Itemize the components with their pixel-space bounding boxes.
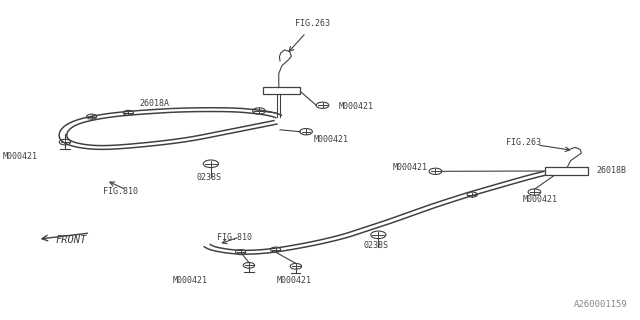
Text: FRONT: FRONT [56,235,87,245]
Text: 0238S: 0238S [196,173,221,182]
Bar [545,167,588,175]
Text: M000421: M000421 [277,276,312,284]
Text: 26018A: 26018A [139,99,169,108]
Text: FIG.810: FIG.810 [217,233,252,242]
Text: FIG.263: FIG.263 [295,19,330,28]
Text: M000421: M000421 [3,152,38,161]
Text: 26018B: 26018B [596,165,626,175]
Text: M000421: M000421 [172,276,207,284]
Text: M000421: M000421 [393,163,428,172]
Text: FIG.263: FIG.263 [506,138,541,147]
Text: M000421: M000421 [523,196,558,204]
Text: 0238S: 0238S [364,241,388,250]
Text: M000421: M000421 [314,135,349,144]
Text: M000421: M000421 [339,102,374,111]
Text: FIG.810: FIG.810 [102,187,138,196]
Text: A260001159: A260001159 [574,300,628,309]
Bar [263,87,300,94]
